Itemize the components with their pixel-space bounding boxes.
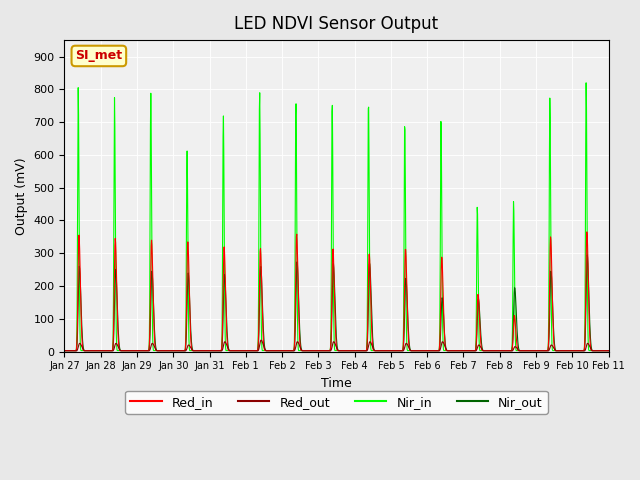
Red_out — [371, 348, 378, 353]
Line: Red_out: Red_out — [65, 340, 609, 351]
Red_in — [605, 348, 612, 353]
Red_out — [292, 345, 300, 350]
Red_out — [61, 348, 68, 354]
Red_in — [125, 348, 132, 353]
Nir_out — [61, 348, 68, 353]
Title: LED NDVI Sensor Output: LED NDVI Sensor Output — [234, 15, 438, 33]
Nir_out — [291, 325, 299, 331]
Red_out — [125, 348, 132, 354]
Nir_in — [61, 348, 68, 353]
Nir_in — [291, 193, 299, 199]
Nir_out — [102, 348, 110, 353]
Nir_in — [303, 348, 310, 353]
Red_out — [605, 348, 612, 354]
Nir_in — [312, 348, 320, 353]
Line: Nir_in: Nir_in — [65, 83, 609, 350]
Nir_in — [371, 348, 378, 353]
Red_out — [313, 348, 321, 354]
X-axis label: Time: Time — [321, 377, 352, 390]
Red_in — [303, 348, 310, 353]
Nir_in — [102, 348, 110, 353]
Red_in — [102, 348, 110, 353]
Nir_in — [582, 80, 590, 86]
Nir_in — [125, 348, 132, 353]
Nir_out — [125, 348, 132, 353]
Nir_out — [605, 348, 612, 353]
Line: Nir_out: Nir_out — [65, 255, 609, 350]
Red_in — [61, 348, 68, 353]
Nir_out — [584, 252, 591, 258]
Nir_out — [312, 348, 320, 353]
Red_in — [371, 348, 378, 353]
Text: SI_met: SI_met — [76, 49, 122, 62]
Red_in — [291, 306, 299, 312]
Nir_in — [605, 348, 612, 353]
Y-axis label: Output (mV): Output (mV) — [15, 157, 28, 235]
Red_out — [257, 337, 265, 343]
Red_in — [312, 348, 320, 353]
Nir_out — [303, 348, 310, 353]
Line: Red_in: Red_in — [65, 232, 609, 350]
Red_out — [303, 348, 311, 354]
Red_out — [102, 348, 110, 354]
Legend: Red_in, Red_out, Nir_in, Nir_out: Red_in, Red_out, Nir_in, Nir_out — [125, 391, 548, 414]
Red_in — [583, 229, 591, 235]
Nir_out — [371, 347, 378, 353]
